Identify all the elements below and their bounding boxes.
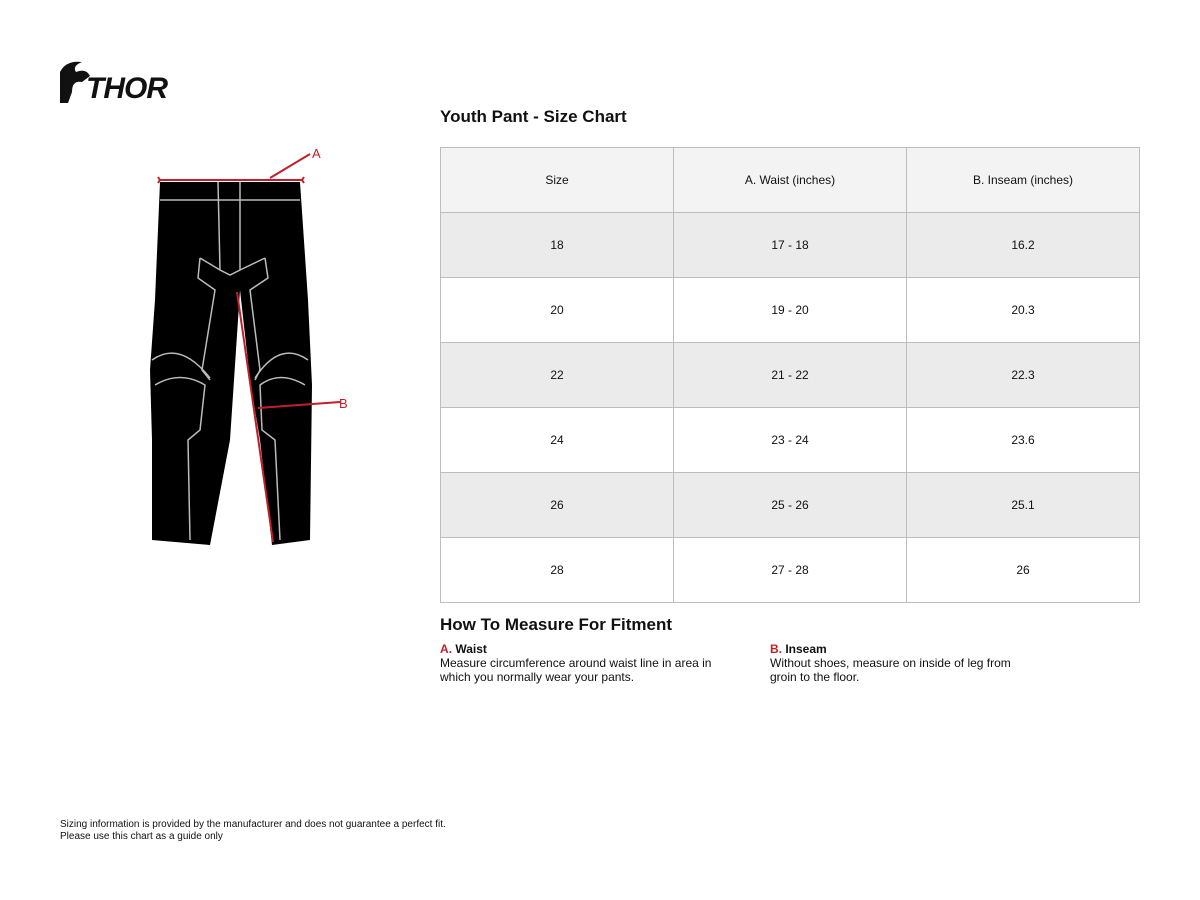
- cell-inseam: 16.2: [906, 212, 1140, 278]
- cell-inseam: 23.6: [906, 407, 1140, 473]
- inseam-instructions: B. Inseam Without shoes, measure on insi…: [770, 642, 1040, 684]
- header-size: Size: [440, 147, 674, 213]
- cell-inseam: 20.3: [906, 277, 1140, 343]
- cell-waist: 21 - 22: [673, 342, 907, 408]
- pants-diagram: A B: [150, 146, 348, 545]
- inseam-text: Without shoes, measure on inside of leg …: [770, 656, 1011, 684]
- label-b: B: [339, 396, 348, 411]
- cell-size: 24: [440, 407, 674, 473]
- waist-text: Measure circumference around waist line …: [440, 656, 712, 684]
- disclaimer: Sizing information is provided by the ma…: [60, 819, 446, 843]
- table-row: 26 25 - 26 25.1: [440, 472, 1140, 538]
- waist-instructions: A. Waist Measure circumference around wa…: [440, 642, 740, 684]
- cell-waist: 27 - 28: [673, 537, 907, 603]
- table-row: 24 23 - 24 23.6: [440, 407, 1140, 473]
- cell-waist: 19 - 20: [673, 277, 907, 343]
- cell-inseam: 22.3: [906, 342, 1140, 408]
- table-row: 22 21 - 22 22.3: [440, 342, 1140, 408]
- cell-waist: 25 - 26: [673, 472, 907, 538]
- header-waist: A. Waist (inches): [673, 147, 907, 213]
- inseam-letter: B.: [770, 642, 782, 656]
- cell-inseam: 26: [906, 537, 1140, 603]
- svg-text:THOR: THOR: [86, 72, 168, 105]
- cell-size: 18: [440, 212, 674, 278]
- cell-size: 28: [440, 537, 674, 603]
- chart-title: Youth Pant - Size Chart: [440, 107, 627, 126]
- disclaimer-line-1: Sizing information is provided by the ma…: [60, 819, 446, 830]
- inseam-name: Inseam: [785, 642, 827, 656]
- cell-size: 20: [440, 277, 674, 343]
- waist-letter: A.: [440, 642, 452, 656]
- label-a: A: [312, 146, 321, 161]
- disclaimer-line-2: Please use this chart as a guide only: [60, 831, 223, 842]
- cell-size: 22: [440, 342, 674, 408]
- howto-title: How To Measure For Fitment: [440, 615, 673, 634]
- cell-size: 26: [440, 472, 674, 538]
- waist-name: Waist: [455, 642, 487, 656]
- table-row: 18 17 - 18 16.2: [440, 212, 1140, 278]
- cell-inseam: 25.1: [906, 472, 1140, 538]
- thor-logo: THOR: [60, 61, 169, 105]
- size-table: Size A. Waist (inches) B. Inseam (inches…: [440, 147, 1140, 603]
- cell-waist: 23 - 24: [673, 407, 907, 473]
- table-row: 28 27 - 28 26: [440, 537, 1140, 603]
- table-row: 20 19 - 20 20.3: [440, 277, 1140, 343]
- header-inseam: B. Inseam (inches): [906, 147, 1140, 213]
- cell-waist: 17 - 18: [673, 212, 907, 278]
